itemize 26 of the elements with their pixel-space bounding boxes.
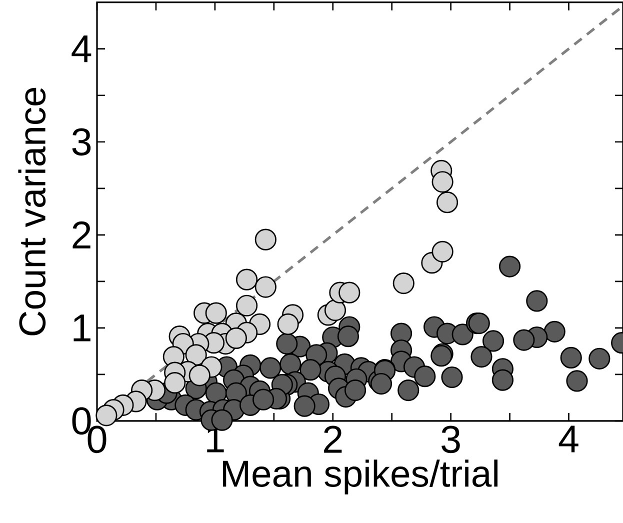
point (277, 313, 299, 336)
point (432, 171, 454, 193)
x-tick-label: 2 (324, 426, 342, 453)
point (96, 404, 118, 426)
point (236, 268, 258, 290)
point (205, 302, 227, 324)
point (392, 272, 414, 294)
y-tick-label: 4 (72, 36, 92, 62)
point (185, 344, 207, 366)
point (324, 299, 346, 322)
point (188, 364, 210, 386)
point (436, 192, 458, 214)
x-axis-title: Mean spikes/trial (223, 460, 498, 494)
point (432, 240, 454, 262)
point (236, 294, 258, 316)
y-tick-label: 1 (74, 314, 90, 342)
point (254, 228, 276, 250)
y-axis-title: Count variance (18, 88, 46, 336)
x-tick-label: 3 (442, 426, 460, 454)
y-tick-label: 3 (72, 128, 91, 156)
point (164, 372, 186, 394)
y-tick-label: 2 (72, 221, 90, 248)
point (225, 327, 247, 349)
x-tick-label: 4 (558, 426, 578, 452)
point (338, 282, 360, 304)
point (254, 276, 276, 298)
